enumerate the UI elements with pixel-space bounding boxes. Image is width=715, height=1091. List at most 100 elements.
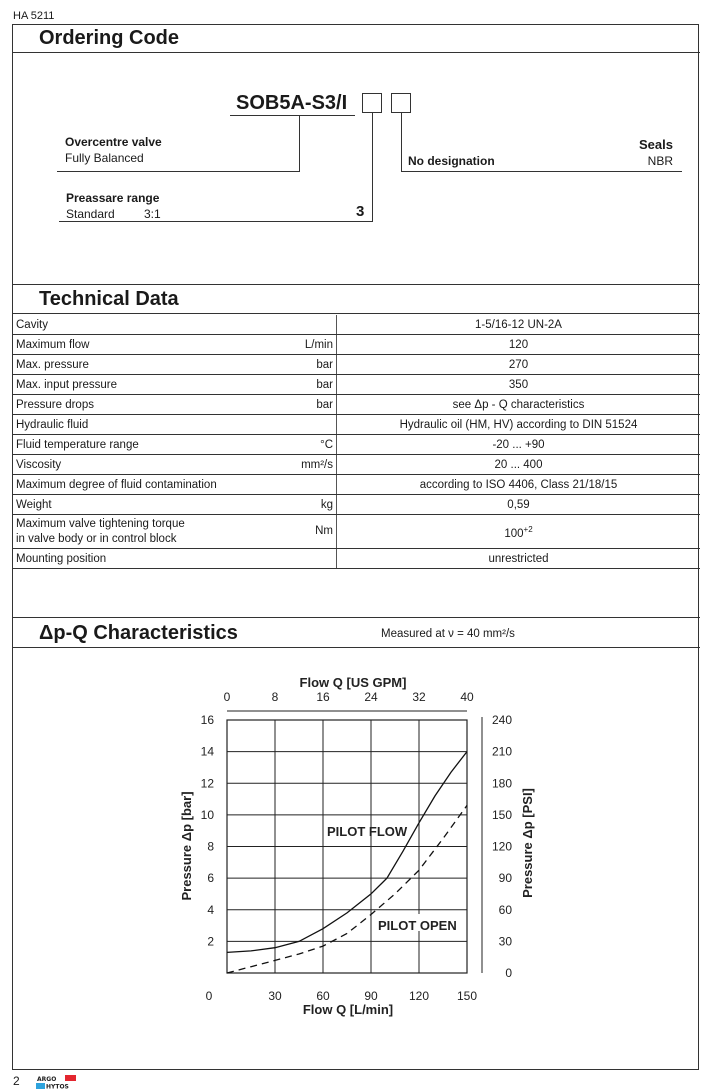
range-ratio: 3:1 [144,207,161,221]
leader-line [299,115,300,172]
seals-value: NBR [647,154,673,168]
row-unit: bar [297,374,338,395]
row-unit: mm²/s [297,454,338,475]
row-value-text: see Δp - Q characteristics [452,398,585,411]
y-tick-label: 2 [207,934,214,948]
row-label: Max. pressure [12,354,298,375]
row-label-text: Maximum valve tightening torque [16,517,185,530]
valve-label: Overcentre valve [65,135,162,149]
order-code: SOB5A-S3/I [236,92,348,114]
x-tick-label: 30 [268,989,282,1003]
table-row: Maximum degree of fluid contamination acc… [12,474,700,495]
argo-hytos-logo: ARGO HYTOS [36,1075,76,1089]
row-value-text: 0,59 [507,498,530,511]
row-unit: L/min [297,334,338,355]
row-label-text: Weight [16,498,52,511]
measurement-note: Measured at ν = 40 mm²/s [381,628,515,640]
y-tick-label: 16 [201,713,215,727]
row-label-text: in valve body or in control block [16,532,177,545]
row-value: unrestricted [336,548,700,569]
leader-line [59,221,373,222]
divider [12,284,700,285]
x2-tick-label: 8 [272,690,279,704]
row-unit [297,414,338,435]
row-label-text: Pressure drops [16,398,94,411]
x2-tick-label: 16 [316,690,330,704]
row-label-text: Mounting position [16,552,107,565]
table-row: Maximum valve tightening torque in valve … [12,514,700,549]
row-label-text: Maximum flow [16,338,90,351]
label-background [375,914,465,931]
row-value: 1-5/16-12 UN-2A [336,315,700,335]
y2-tick-label: 210 [492,745,512,759]
x-tick-label: 60 [316,989,330,1003]
range-label: Preassare range [66,191,160,205]
page-number: 2 [13,1074,20,1088]
document-id: HA 5211 [13,10,55,22]
row-label: Mounting position [12,548,298,569]
row-label: Fluid temperature range [12,434,298,455]
leader-line [57,171,300,172]
row-label-text: Max. input pressure [16,378,117,391]
range-code: 3 [356,203,365,220]
row-value: 120 [336,334,700,355]
technical-data-table: Cavity 1-5/16-12 UN-2A Maximum flow L/min 12… [12,315,700,569]
y-tick-label: 14 [201,745,215,759]
characteristics-title: Δp-Q Characteristics [39,622,238,644]
leader-line [401,171,682,172]
series-label-pilot-open: PILOT OPEN [378,918,457,933]
y-tick-label: 6 [207,871,214,885]
row-label-text: Max. pressure [16,358,89,371]
row-value-text: 100 [504,527,524,540]
row-unit [297,474,338,495]
x-tick-label: 120 [409,989,429,1003]
row-unit: bar [297,354,338,375]
x2-tick-label: 32 [412,690,426,704]
row-value: see Δp - Q characteristics [336,394,700,415]
row-label-text: Hydraulic fluid [16,418,89,431]
valve-value: Fully Balanced [65,151,144,165]
row-value: -20 ... +90 [336,434,700,455]
row-label-text: Cavity [16,318,48,331]
divider [12,52,700,53]
row-value-sup: +2 [523,524,533,534]
row-value-text: 120 [508,338,529,351]
code-box-seals [391,93,411,113]
series-label-pilot-flow: PILOT FLOW [327,824,408,839]
leader-line [372,113,373,222]
row-label: Viscosity [12,454,298,475]
range-value: Standard [66,207,115,221]
code-underline [230,115,355,116]
y2-tick-label: 240 [492,713,512,727]
table-row: Maximum flow L/min 120 [12,334,700,355]
row-label: Maximum flow [12,334,298,355]
row-unit: Nm [297,514,338,549]
row-label: Cavity [12,315,298,335]
series-line-pilot-open [226,805,468,974]
y2-tick-label: 90 [499,871,513,885]
row-label: Pressure drops [12,394,298,415]
row-unit [297,315,338,335]
y2-tick-label: 30 [499,934,513,948]
y-tick-label: 12 [201,776,215,790]
row-value: 270 [336,354,700,375]
table-row: Hydraulic fluid Hydraulic oil (HM, HV) ac… [12,414,700,435]
row-value-text: -20 ... +90 [492,438,545,451]
table-row: Viscosity mm²/s 20 ... 400 [12,454,700,475]
row-label: Weight [12,494,298,515]
table-row: Pressure drops bar see Δp - Q characterist… [12,394,700,415]
row-value: 0,59 [336,494,700,515]
x-axis-title: Flow Q [L/min] [303,1002,393,1017]
row-label: Hydraulic fluid [12,414,298,435]
y-tick-label: 8 [207,840,214,854]
x-tick-label: 150 [457,989,477,1003]
seals-designation: No designation [408,154,495,168]
seals-label: Seals [639,137,673,152]
row-unit: °C [297,434,338,455]
row-unit: bar [297,394,338,415]
row-value: 350 [336,374,700,395]
row-value: Hydraulic oil (HM, HV) according to DIN … [336,414,700,435]
series-line-pilot-flow [226,751,468,954]
